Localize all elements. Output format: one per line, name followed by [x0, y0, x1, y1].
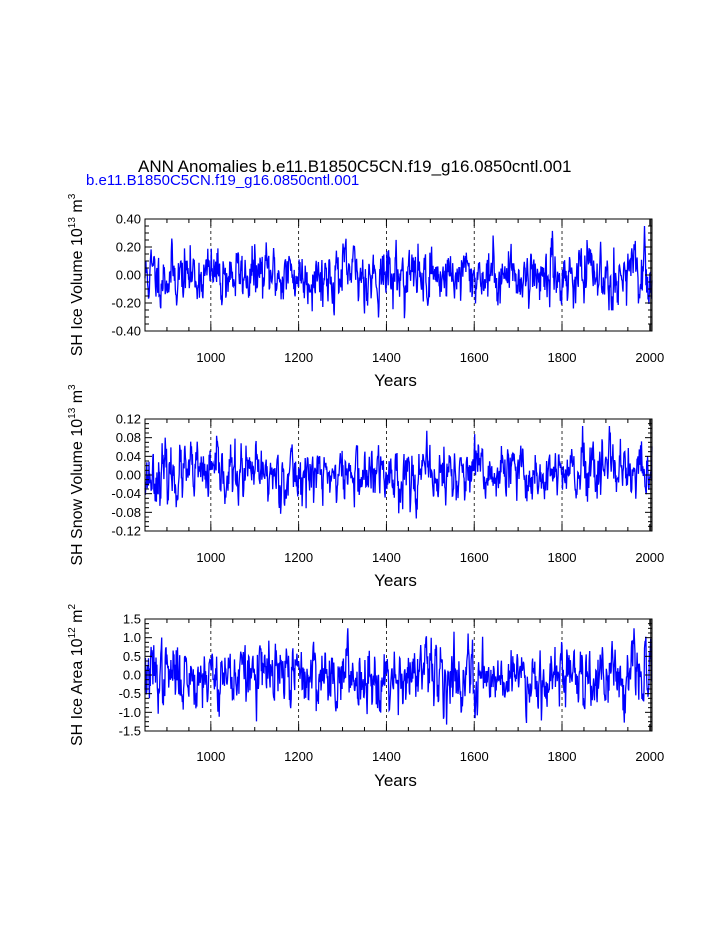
x-tick-label: 1800: [548, 350, 577, 365]
y-tick-label: 0.20: [116, 240, 141, 255]
series-line: [144, 628, 653, 725]
y-tick-label: 1.0: [123, 630, 141, 645]
panel-1: 1000 1200 1400 1600 1800 2000 -0.40 -0.20 0.00 0.…: [67, 193, 664, 390]
y-tick-label: -1.5: [119, 724, 141, 739]
x-tick-label: 1600: [460, 749, 489, 764]
y-tick-label: 0.00: [116, 268, 141, 283]
figure-title: ANN Anomalies b.e11.B1850C5CN.f19_g16.08…: [138, 157, 572, 176]
y-tick-label: -0.5: [119, 686, 141, 701]
y-tick-label: -0.20: [111, 296, 141, 311]
y-axis-label: SH Ice Volume 1013 m3: [67, 193, 86, 356]
series-line: [144, 425, 653, 519]
y-tick-label: -1.0: [119, 705, 141, 720]
x-tick-label: 2000: [635, 550, 664, 565]
x-tick-label: 1200: [284, 350, 313, 365]
y-axis-label: SH Ice Area 1012 m2: [67, 604, 86, 747]
y-tick-label: 0.04: [116, 449, 141, 464]
panel-3: 1000 1200 1400 1600 1800 2000 -1.5 -1.0 -0.5 0.0 0…: [67, 604, 664, 790]
x-tick-label: 1000: [196, 749, 225, 764]
y-tick-label: -0.04: [111, 486, 141, 501]
figure-subtitle: b.e11.B1850C5CN.f19_g16.0850cntl.001: [86, 172, 360, 189]
panel-2: 1000 1200 1400 1600 1800 2000 -0.12 -0.08 -0.04 0…: [67, 384, 664, 590]
y-axis-label: SH Snow Volume 1013 m3: [67, 384, 86, 566]
x-tick-label: 1800: [548, 550, 577, 565]
x-tick-label: 1800: [548, 749, 577, 764]
y-tick-label: 0.08: [116, 430, 141, 445]
x-tick-label: 2000: [635, 350, 664, 365]
y-tick-label: -0.12: [111, 524, 141, 539]
x-tick-label: 1200: [284, 550, 313, 565]
x-tick-label: 1400: [372, 550, 401, 565]
x-axis-label: Years: [374, 771, 417, 790]
x-tick-label: 1600: [460, 350, 489, 365]
x-tick-label: 1000: [196, 350, 225, 365]
y-tick-label: 0.5: [123, 649, 141, 664]
x-tick-label: 1000: [196, 550, 225, 565]
y-tick-label: -0.08: [111, 505, 141, 520]
y-tick-label: -0.40: [111, 324, 141, 339]
series-line: [144, 225, 653, 319]
x-tick-label: 1400: [372, 350, 401, 365]
y-tick-label: 1.5: [123, 612, 141, 627]
y-tick-label: 0.12: [116, 412, 141, 427]
x-axis-label: Years: [374, 371, 417, 390]
x-tick-label: 1400: [372, 749, 401, 764]
y-tick-label: 0.0: [123, 668, 141, 683]
x-tick-label: 1200: [284, 749, 313, 764]
x-axis-label: Years: [374, 571, 417, 590]
y-tick-label: 0.00: [116, 468, 141, 483]
y-tick-label: 0.40: [116, 212, 141, 227]
x-tick-label: 1600: [460, 550, 489, 565]
x-tick-label: 2000: [635, 749, 664, 764]
